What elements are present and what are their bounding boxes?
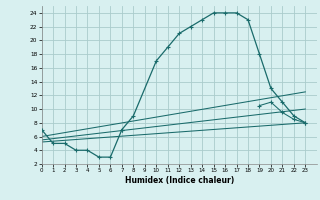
X-axis label: Humidex (Indice chaleur): Humidex (Indice chaleur)	[124, 176, 234, 185]
